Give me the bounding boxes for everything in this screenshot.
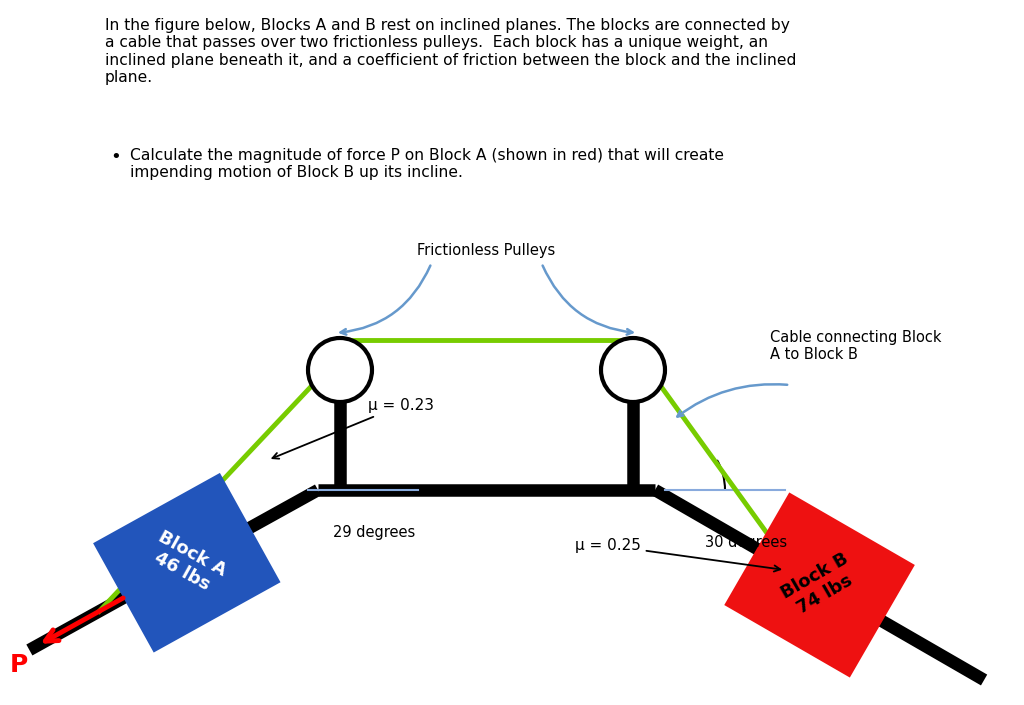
Text: μ = 0.23: μ = 0.23: [272, 398, 434, 459]
Text: μ = 0.25: μ = 0.25: [575, 538, 780, 572]
Polygon shape: [724, 493, 914, 678]
Text: Frictionless Pulleys: Frictionless Pulleys: [418, 243, 556, 258]
Text: Block A
46 lbs: Block A 46 lbs: [144, 527, 229, 598]
Circle shape: [601, 338, 665, 402]
Text: 30 degrees: 30 degrees: [705, 535, 787, 550]
Text: Block B
74 lbs: Block B 74 lbs: [777, 550, 861, 620]
Text: P: P: [10, 653, 28, 677]
Text: •: •: [110, 148, 121, 166]
Text: Cable connecting Block
A to Block B: Cable connecting Block A to Block B: [770, 330, 941, 362]
Text: In the figure below, Blocks A and B rest on inclined planes. The blocks are conn: In the figure below, Blocks A and B rest…: [105, 18, 797, 85]
Circle shape: [308, 338, 372, 402]
Text: Calculate the magnitude of force P on Block A (shown in red) that will create
im: Calculate the magnitude of force P on Bl…: [130, 148, 724, 180]
Text: 29 degrees: 29 degrees: [333, 525, 416, 540]
Polygon shape: [93, 473, 281, 653]
